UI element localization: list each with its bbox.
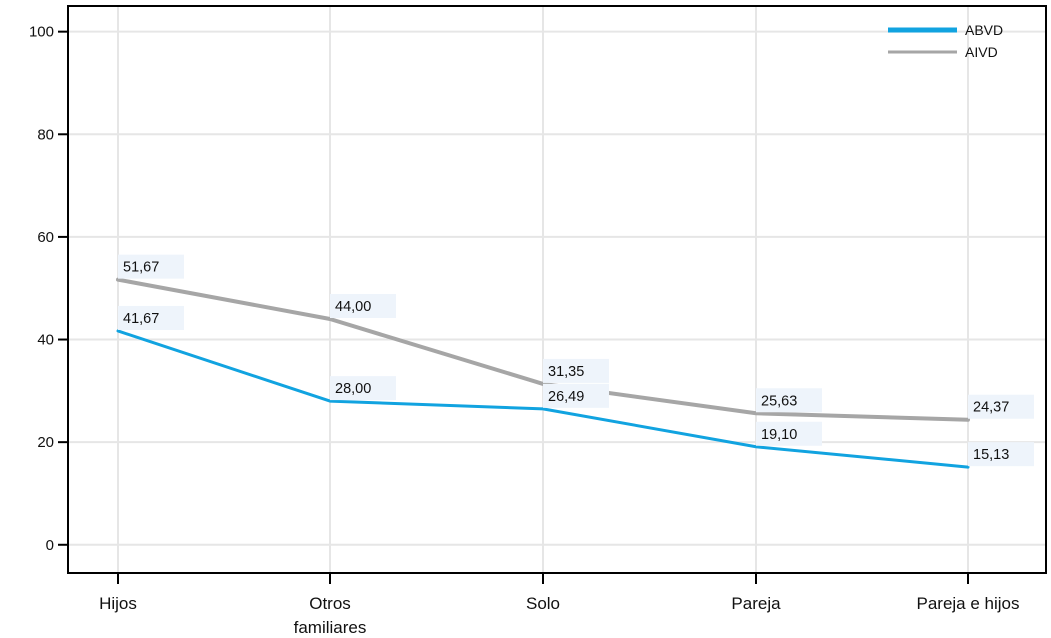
data-label-box (756, 421, 822, 446)
data-label-box (968, 442, 1034, 467)
y-tick-label: 20 (37, 434, 54, 451)
data-label-box (968, 394, 1034, 419)
data-label-aivd: 44,00 (330, 294, 396, 319)
x-category-label-line: Pareja e hijos (916, 594, 1019, 613)
data-label-box (118, 305, 184, 330)
x-category-label-line: Solo (526, 594, 560, 613)
legend-label-abvd: ABVD (965, 22, 1003, 38)
data-label-abvd: 28,00 (330, 376, 396, 401)
data-label-text: 24,37 (973, 400, 1009, 416)
data-label-aivd: 25,63 (756, 388, 822, 413)
data-label-box (756, 388, 822, 413)
plot-area-frame (67, 5, 1047, 574)
x-category-label: Pareja e hijos (916, 594, 1019, 613)
data-label-text: 26,49 (548, 389, 584, 405)
data-label-box (118, 254, 184, 279)
data-label-abvd: 26,49 (543, 383, 609, 408)
data-label-text: 19,10 (761, 427, 797, 443)
data-label-text: 51,67 (123, 260, 159, 276)
data-label-box (330, 376, 396, 401)
data-label-aivd: 31,35 (543, 358, 609, 383)
y-tick-label: 0 (46, 537, 54, 554)
x-category-label: Solo (526, 594, 560, 613)
y-tick-label: 80 (37, 126, 54, 143)
x-category-label: Hijos (99, 594, 137, 613)
x-category-label-line: Pareja (731, 594, 781, 613)
data-label-text: 44,00 (335, 299, 371, 315)
y-tick-label: 60 (37, 229, 54, 246)
data-label-aivd: 24,37 (968, 394, 1034, 419)
x-category-label: Pareja (731, 594, 781, 613)
data-labels: 41,67 28,00 26,49 19,10 15,13 51,67 44,00 31,35… (118, 254, 1034, 467)
legend-label-aivd: AIVD (965, 44, 998, 60)
x-category-label-line: Otros (309, 594, 351, 613)
data-label-abvd: 15,13 (968, 442, 1034, 467)
data-label-text: 25,63 (761, 393, 797, 409)
legend: ABVD AIVD (888, 22, 1003, 60)
y-tick-label: 100 (29, 24, 54, 41)
data-label-text: 15,13 (973, 447, 1009, 463)
y-tick-label: 40 (37, 332, 54, 349)
data-label-abvd: 41,67 (118, 305, 184, 330)
data-label-text: 28,00 (335, 381, 371, 397)
data-label-box (543, 358, 609, 383)
data-label-abvd: 19,10 (756, 421, 822, 446)
data-label-box (543, 383, 609, 408)
series-line-abvd (116, 329, 970, 469)
x-category-label-line: familiares (294, 618, 367, 637)
data-label-text: 41,67 (123, 311, 159, 327)
data-label-text: 31,35 (548, 364, 584, 380)
data-label-aivd: 51,67 (118, 254, 184, 279)
x-category-label: Otros familiares (294, 594, 367, 637)
axes: 0 20 40 60 80 100 Hijos Otros familiares Solo Pare… (29, 24, 1020, 637)
data-label-box (330, 294, 396, 319)
grid (68, 6, 1046, 573)
x-category-label-line: Hijos (99, 594, 137, 613)
